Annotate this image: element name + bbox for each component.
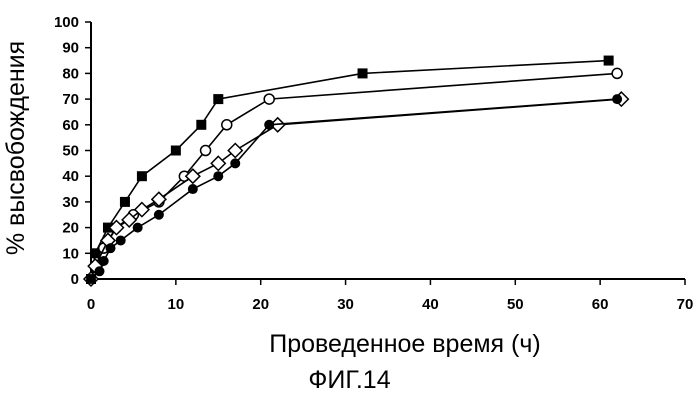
data-point-series-2 bbox=[264, 94, 274, 104]
data-point-series-4 bbox=[106, 243, 116, 253]
data-point-series-4 bbox=[154, 210, 164, 220]
y-tick-label: 20 bbox=[62, 220, 79, 237]
x-tick-label: 60 bbox=[592, 296, 609, 313]
y-tick-label: 50 bbox=[62, 143, 79, 160]
y-tick-label: 100 bbox=[54, 14, 79, 31]
y-tick-label: 10 bbox=[62, 245, 79, 262]
data-point-series-3 bbox=[228, 144, 242, 158]
x-tick-label: 20 bbox=[252, 296, 269, 313]
data-point-series-2 bbox=[201, 146, 211, 156]
data-point-series-4 bbox=[99, 256, 109, 266]
data-point-series-1 bbox=[120, 197, 130, 207]
y-tick-label: 40 bbox=[62, 168, 79, 185]
data-point-series-1 bbox=[171, 146, 181, 156]
data-point-series-1 bbox=[604, 56, 614, 66]
x-tick-label: 10 bbox=[168, 296, 185, 313]
data-point-series-3 bbox=[211, 156, 225, 170]
data-point-series-4 bbox=[264, 120, 274, 130]
data-point-series-4 bbox=[86, 274, 96, 284]
data-point-series-2 bbox=[612, 68, 622, 78]
x-tick-label: 0 bbox=[87, 296, 95, 313]
y-tick-label: 80 bbox=[62, 65, 79, 82]
x-tick-label: 40 bbox=[422, 296, 439, 313]
data-point-series-4 bbox=[213, 171, 223, 181]
y-tick-label: 70 bbox=[62, 91, 79, 108]
y-axis-title: % высвобождения bbox=[2, 41, 30, 255]
data-point-series-4 bbox=[116, 235, 126, 245]
data-point-series-4 bbox=[188, 184, 198, 194]
y-tick-label: 30 bbox=[62, 194, 79, 211]
data-point-series-4 bbox=[133, 223, 143, 233]
data-point-series-1 bbox=[196, 120, 206, 130]
series-line-4 bbox=[91, 99, 617, 279]
x-tick-label: 70 bbox=[677, 296, 694, 313]
x-tick-label: 50 bbox=[507, 296, 524, 313]
y-tick-label: 60 bbox=[62, 117, 79, 134]
x-tick-label: 30 bbox=[337, 296, 354, 313]
figure-caption: ФИГ.14 bbox=[0, 366, 699, 395]
data-point-series-1 bbox=[213, 94, 223, 104]
plot-area: 0 10 20 30 40 50 60 70 80 90 100 0 10 20 30 40 50 60 70 bbox=[54, 14, 693, 313]
data-point-series-4 bbox=[230, 158, 240, 168]
y-tick-label: 0 bbox=[71, 271, 79, 288]
y-tick-label: 90 bbox=[62, 40, 79, 57]
data-point-series-1 bbox=[358, 68, 368, 78]
data-point-series-4 bbox=[94, 266, 104, 276]
data-point-series-2 bbox=[222, 120, 232, 130]
data-point-series-1 bbox=[137, 171, 147, 181]
data-point-series-4 bbox=[612, 94, 622, 104]
x-axis-title: Проведенное время (ч) bbox=[269, 330, 540, 358]
